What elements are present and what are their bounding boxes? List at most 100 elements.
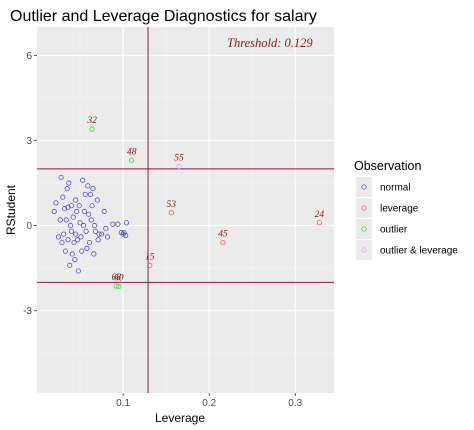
legend-symbol [361,226,367,232]
data-point [316,220,322,226]
data-point [77,220,83,226]
data-point [63,217,69,223]
data-point [74,237,81,243]
y-tick-label: 0 [26,221,32,232]
data-point [80,223,87,229]
data-point [68,228,74,234]
point-label: 48 [127,147,137,157]
point-label: 60 [114,274,124,284]
data-point [76,203,82,209]
data-point [123,232,129,239]
data-point [73,197,79,203]
major-gridlines [37,27,334,393]
legend-key [356,198,372,218]
data-point [118,230,124,236]
data-point [58,174,64,180]
data-point [78,234,84,240]
data-points [51,126,322,290]
data-point [91,251,97,257]
legend-symbol [361,205,367,211]
reference-lines [37,27,334,393]
data-point [168,210,174,216]
data-point [64,186,70,192]
plot-panel [37,27,334,393]
data-point [96,231,102,237]
data-point [95,237,101,243]
minor-gridlines [36,27,334,393]
legend-key [356,219,372,239]
legend-label: normal [380,183,411,194]
data-point [60,194,66,200]
chart-title: Outlier and Leverage Diagnostics for sal… [10,8,317,25]
data-point [66,180,72,186]
data-point [73,231,79,237]
legend-symbol [361,184,367,190]
legend-title: Observation [354,159,421,173]
data-point [99,231,105,237]
data-point [59,240,65,246]
data-point [80,177,86,183]
point-label: 32 [86,116,97,126]
data-point [92,223,98,229]
legend: Observation normal leverage outlier outlier… [354,159,458,260]
legend-label: outlier [380,225,408,236]
data-point [65,204,71,210]
data-point [74,208,80,214]
data-point [90,186,96,192]
x-axis-title: Leverage [155,411,205,425]
data-point [176,164,182,170]
data-point [72,257,78,263]
data-point [79,248,85,254]
data-point [57,217,63,223]
data-point [53,200,59,206]
x-tick-label: 0.1 [116,398,130,409]
data-point [81,208,87,214]
point-label: 68 [111,273,121,283]
legend-key [356,240,372,260]
point-label: 24 [315,210,325,220]
data-point [68,223,74,229]
data-point [123,220,130,226]
legend-label: leverage [380,204,419,215]
data-point [69,251,75,257]
data-point [121,230,127,236]
y-tick-label: -3 [23,306,32,317]
x-tick-label: 0.3 [288,398,302,409]
x-axis-ticks: 0.1 0.2 0.3 [116,393,303,409]
data-point [67,262,73,268]
data-point [71,240,77,246]
data-point [84,245,90,251]
data-point [61,231,67,237]
data-point [83,228,89,234]
data-point [101,208,107,214]
data-point [116,284,122,290]
data-point [70,214,76,220]
y-tick-label: 6 [26,51,32,62]
legend-symbol [361,247,367,253]
y-axis-title: RStudent [4,184,18,235]
data-point [55,234,62,240]
legend-key [356,177,372,197]
data-point [85,183,91,189]
data-point [120,231,126,237]
data-point [89,126,95,132]
point-label: 15 [145,252,155,262]
data-point [129,157,135,163]
data-point [113,283,119,289]
data-point [115,221,121,227]
x-tick-label: 0.2 [202,398,216,409]
data-point [92,228,99,234]
data-point [94,197,100,203]
y-axis-ticks: -3 0 3 6 [23,51,37,317]
data-point [86,211,92,217]
data-point [68,203,74,209]
legend-label: outlier & leverage [380,246,458,257]
point-label: 55 [174,154,184,164]
data-point [61,206,68,212]
data-point [51,208,57,214]
data-point [87,191,93,197]
point-label: 45 [218,230,228,240]
threshold-annotation: Threshold: 0.129 [227,36,313,50]
